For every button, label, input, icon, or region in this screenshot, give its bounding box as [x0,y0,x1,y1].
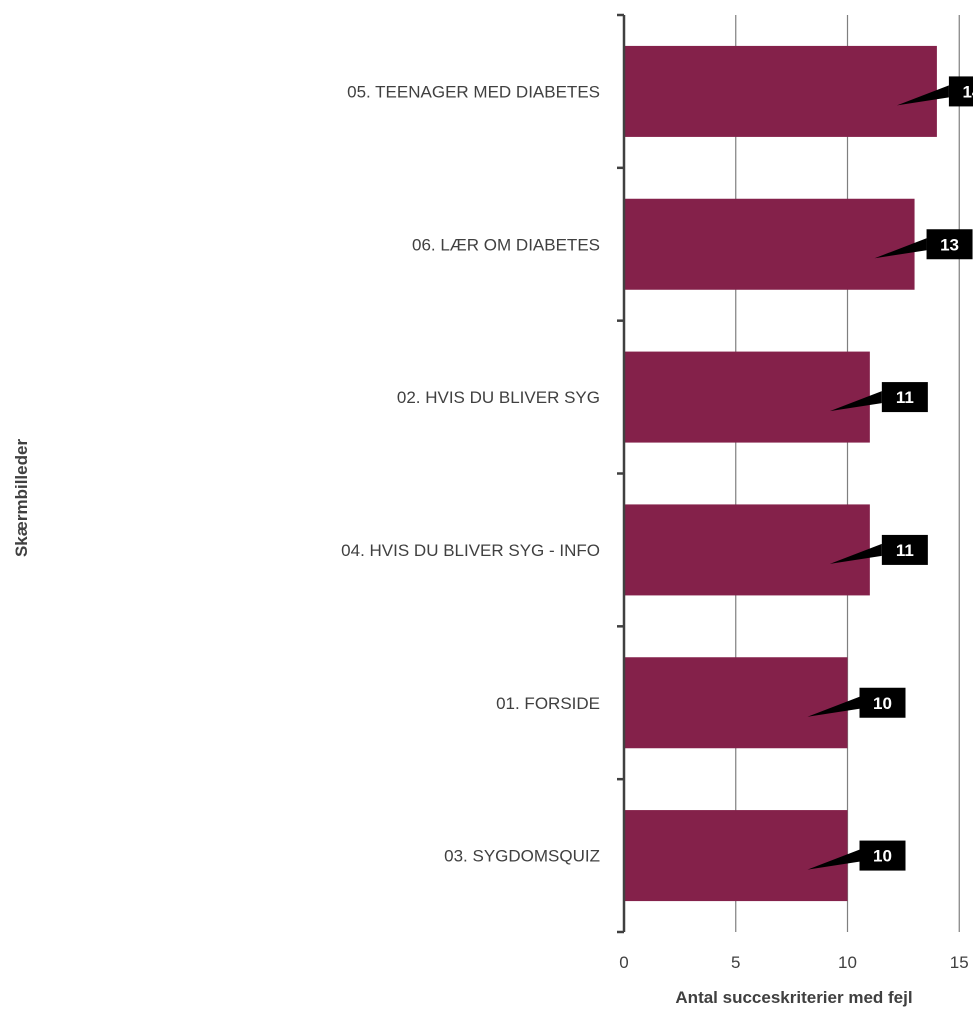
bar [624,46,937,137]
bar [624,352,870,443]
bar [624,810,848,901]
grid-lines [736,15,960,932]
data-label: 10 [873,694,892,713]
category-label: 01. FORSIDE [496,694,600,713]
data-label: 11 [896,541,914,560]
x-tick-label: 10 [838,953,857,972]
data-label: 11 [896,388,914,407]
data-label: 10 [873,847,892,866]
bar [624,199,915,290]
x-axis-title: Antal succeskriterier med fejl [675,988,912,1007]
category-label: 02. HVIS DU BLIVER SYG [397,388,600,407]
category-label: 05. TEENAGER MED DIABETES [347,82,600,101]
category-label: 03. SYGDOMSQUIZ [444,847,600,866]
bars [624,46,937,901]
data-labels: 14 13 11 11 10 10 [808,76,973,870]
category-label: 06. LÆR OM DIABETES [412,235,600,254]
x-tick-label: 5 [731,953,740,972]
data-label: 13 [940,235,959,254]
bar [624,504,870,595]
bar [624,657,848,748]
x-tick-label: 15 [950,953,969,972]
data-label: 14 [962,82,973,101]
y-axis-title: Skærmbilleder [12,439,31,557]
category-label: 04. HVIS DU BLIVER SYG - INFO [341,541,600,560]
x-tick-label: 0 [619,953,628,972]
